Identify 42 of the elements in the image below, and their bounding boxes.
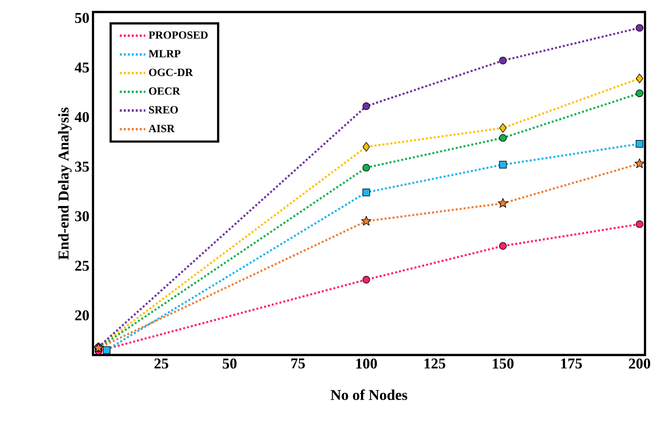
- y-tick-label: 45: [74, 62, 89, 72]
- legend-label: MLRP: [148, 50, 180, 58]
- y-tick-label: 25: [75, 260, 89, 271]
- y-tick-label: 40: [74, 112, 89, 122]
- legend-label: OECR: [149, 87, 180, 95]
- point: [499, 242, 507, 250]
- y-axis-title: End-end Delay Analysis: [58, 107, 72, 260]
- point: [499, 123, 507, 133]
- point: [361, 216, 372, 226]
- point: [636, 220, 644, 228]
- point: [362, 188, 370, 196]
- legend-label: SREO: [149, 106, 178, 114]
- point: [634, 158, 645, 168]
- point: [499, 56, 507, 64]
- legend-label: OGC-DR: [149, 68, 194, 76]
- point: [498, 198, 508, 208]
- point: [636, 24, 644, 32]
- point: [102, 346, 110, 354]
- x-tick-label: 75: [291, 358, 305, 368]
- y-tick-label: 30: [75, 211, 89, 222]
- y-tick-label: 20: [75, 310, 89, 320]
- y-tick-label: 50: [75, 12, 89, 23]
- point: [636, 140, 644, 148]
- x-tick-label: 50: [222, 358, 237, 369]
- point: [362, 164, 370, 172]
- point: [636, 90, 644, 98]
- point: [499, 134, 507, 142]
- point: [362, 276, 370, 284]
- x-axis-title: No of Nodes: [330, 389, 408, 400]
- point: [636, 74, 644, 84]
- x-tick-label: 150: [492, 358, 514, 369]
- point: [499, 160, 507, 168]
- x-tick-label: 200: [628, 358, 650, 369]
- x-tick-label: 175: [561, 358, 582, 369]
- x-tick-label: 125: [424, 358, 446, 369]
- x-tick-label: 100: [356, 358, 377, 369]
- legend-label: PROPOSED: [148, 31, 208, 39]
- point: [362, 102, 370, 110]
- y-tick-label: 35: [75, 162, 89, 172]
- x-tick-label: 25: [154, 358, 168, 369]
- point: [362, 142, 370, 152]
- legend-label: AISR: [148, 124, 175, 132]
